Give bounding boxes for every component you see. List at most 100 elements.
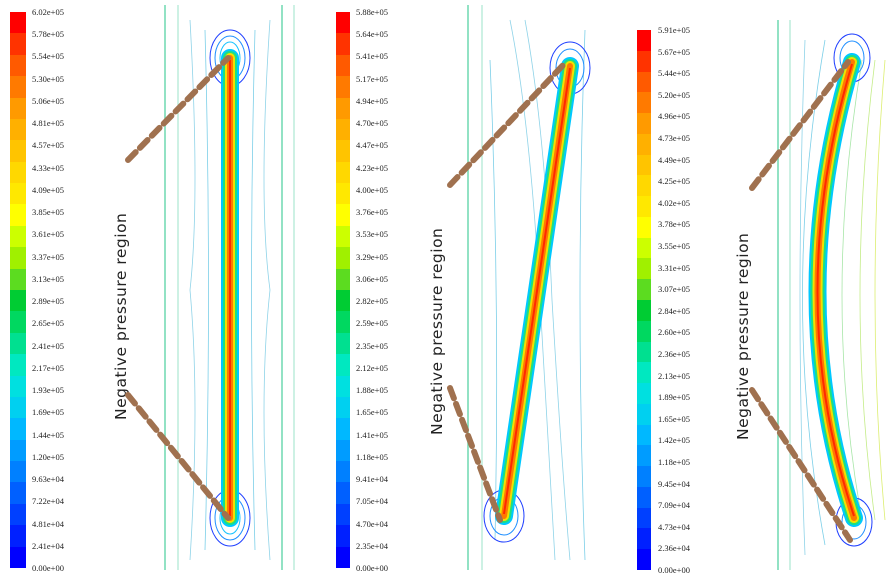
colorbar-swatch bbox=[336, 140, 350, 163]
colorbar-swatch bbox=[336, 183, 350, 205]
colorbar-tick-label: 2.35e+05 bbox=[356, 340, 388, 351]
colorbar-tick-label: 5.06e+05 bbox=[32, 95, 64, 106]
colorbar-swatch bbox=[336, 290, 350, 312]
colorbar-tick-label: 2.89e+05 bbox=[32, 296, 64, 307]
colorbar-tick-label: 3.07e+05 bbox=[658, 284, 690, 295]
colorbar-tick-label: 2.41e+04 bbox=[32, 540, 64, 551]
colorbar-tick-label: 4.23e+05 bbox=[356, 162, 388, 173]
colorbar-swatch bbox=[10, 247, 26, 270]
colorbar-swatch bbox=[10, 396, 26, 419]
colorbar-swatch bbox=[637, 528, 651, 550]
colorbar-swatch bbox=[637, 237, 651, 259]
colorbar-tick-label: 7.22e+04 bbox=[32, 496, 64, 507]
colorbar-tick-label: 2.84e+05 bbox=[658, 305, 690, 316]
colorbar-swatch bbox=[10, 525, 26, 548]
colorbar-tick-label: 4.81e+05 bbox=[32, 118, 64, 129]
colorbar-swatch bbox=[336, 12, 350, 34]
colorbar-swatch bbox=[637, 549, 651, 571]
colorbar-tick-label: 3.29e+05 bbox=[356, 251, 388, 262]
colorbar-tick-label: 6.02e+05 bbox=[32, 7, 64, 17]
colorbar-tick-label: 4.70e+04 bbox=[356, 518, 388, 529]
colorbar-swatch bbox=[336, 247, 350, 270]
colorbar-tick-label: 4.33e+05 bbox=[32, 162, 64, 173]
colorbar-swatch bbox=[637, 133, 651, 156]
colorbar-tick-label: 2.65e+05 bbox=[32, 318, 64, 329]
colorbar-tick-label: 4.57e+05 bbox=[32, 140, 64, 151]
colorbar-swatch bbox=[10, 354, 26, 377]
colorbar-tick-label: 4.73e+04 bbox=[658, 521, 690, 532]
colorbar-tick-label: 4.25e+05 bbox=[658, 176, 690, 187]
colorbar-swatch bbox=[336, 461, 350, 483]
colorbar-tick-label: 2.35e+04 bbox=[356, 540, 388, 551]
colorbar-swatch bbox=[336, 311, 350, 334]
colorbar-swatch bbox=[10, 461, 26, 483]
colorbar-swatch bbox=[10, 503, 26, 526]
colorbar-swatch bbox=[637, 216, 651, 239]
colorbar-swatch bbox=[336, 418, 350, 441]
colorbar-swatch bbox=[637, 196, 651, 218]
dashed-pointer-line bbox=[749, 59, 851, 191]
colorbar-tick-label: 7.05e+04 bbox=[356, 496, 388, 507]
colorbar-tick-label: 5.67e+05 bbox=[658, 46, 690, 57]
colorbar-swatch bbox=[336, 546, 350, 569]
colorbar-swatch bbox=[10, 204, 26, 227]
colorbar-swatch bbox=[637, 486, 651, 509]
colorbar-swatch bbox=[637, 466, 651, 488]
colorbar-swatch bbox=[637, 424, 651, 446]
colorbar-swatch bbox=[637, 258, 651, 280]
colorbar-swatch bbox=[10, 54, 26, 77]
colorbar-swatch bbox=[637, 507, 651, 529]
colorbar-swatch bbox=[637, 154, 651, 176]
colorbar-swatch bbox=[10, 290, 26, 312]
colorbar-tick-label: 1.69e+05 bbox=[32, 407, 64, 418]
dashed-pointer-line bbox=[749, 387, 853, 543]
colorbar-tick-label: 3.55e+05 bbox=[658, 241, 690, 251]
colorbar-swatch bbox=[637, 341, 651, 363]
colorbar-swatch bbox=[10, 12, 26, 34]
colorbar-tick-label: 5.64e+05 bbox=[356, 29, 388, 40]
colorbar-swatch bbox=[637, 30, 651, 52]
colorbar-tick-label: 4.09e+05 bbox=[32, 184, 64, 195]
colorbar-swatch bbox=[336, 482, 350, 505]
colorbar-swatch bbox=[637, 113, 651, 135]
panel-vertical: 6.02e+05 5.78e+05 5.54e+05 5.30e+05 5.06e+05… bbox=[0, 0, 300, 574]
colorbar-tick-label: 2.36e+04 bbox=[658, 543, 690, 554]
colorbar-tick-label: 0.00e+00 bbox=[356, 563, 388, 573]
colorbar-tick-label: 1.88e+05 bbox=[356, 385, 388, 396]
colorbar-swatch bbox=[10, 118, 26, 141]
colorbar-swatch bbox=[10, 418, 26, 441]
colorbar-swatch bbox=[10, 546, 26, 569]
colorbar-swatch bbox=[637, 300, 651, 322]
dashed-pointer-line bbox=[125, 392, 231, 521]
colorbar-swatch bbox=[336, 76, 350, 99]
colorbar-tick-label: 2.36e+05 bbox=[658, 349, 690, 359]
colorbar-tick-label: 5.54e+05 bbox=[32, 51, 64, 62]
colorbar-swatch bbox=[10, 161, 26, 184]
contour-plot bbox=[125, 5, 295, 570]
colorbar-tick-label: 1.93e+05 bbox=[32, 385, 64, 396]
colorbar-swatch bbox=[10, 225, 26, 248]
colorbar-tick-label: 2.12e+05 bbox=[356, 362, 388, 373]
colorbar-tick-label: 1.41e+05 bbox=[356, 429, 388, 440]
colorbar-tick-label: 1.65e+05 bbox=[658, 413, 690, 424]
colorbar-tick-label: 1.65e+05 bbox=[356, 407, 388, 418]
colorbar-tick-label: 5.41e+05 bbox=[356, 51, 388, 62]
colorbar-ticks: 5.88e+05 5.64e+05 5.41e+05 5.17e+05 4.94e+05… bbox=[356, 7, 416, 573]
contour-plot bbox=[749, 20, 886, 570]
colorbar-tick-label: 1.18e+05 bbox=[658, 457, 690, 467]
contour-plot bbox=[447, 5, 591, 570]
colorbar-tick-label: 1.42e+05 bbox=[658, 435, 690, 446]
colorbar-swatch bbox=[336, 204, 350, 227]
colorbar-tick-label: 3.37e+05 bbox=[32, 251, 64, 262]
colorbar-tick-label: 1.20e+05 bbox=[32, 451, 64, 462]
colorbar-tick-label: 2.13e+05 bbox=[658, 370, 690, 381]
colorbar-ticks: 5.91e+05 5.67e+05 5.44e+05 5.20e+05 4.96e+05… bbox=[658, 25, 718, 575]
colorbar-tick-label: 5.44e+05 bbox=[658, 68, 690, 79]
colorbar-swatch bbox=[637, 362, 651, 384]
colorbar-swatch bbox=[637, 71, 651, 93]
colorbar-swatch bbox=[10, 439, 26, 462]
panel-inclined: 5.88e+05 5.64e+05 5.41e+05 5.17e+05 4.94e+05… bbox=[300, 0, 600, 574]
colorbar-swatch bbox=[336, 161, 350, 184]
colorbar bbox=[637, 30, 651, 571]
colorbar-swatch bbox=[637, 383, 651, 405]
